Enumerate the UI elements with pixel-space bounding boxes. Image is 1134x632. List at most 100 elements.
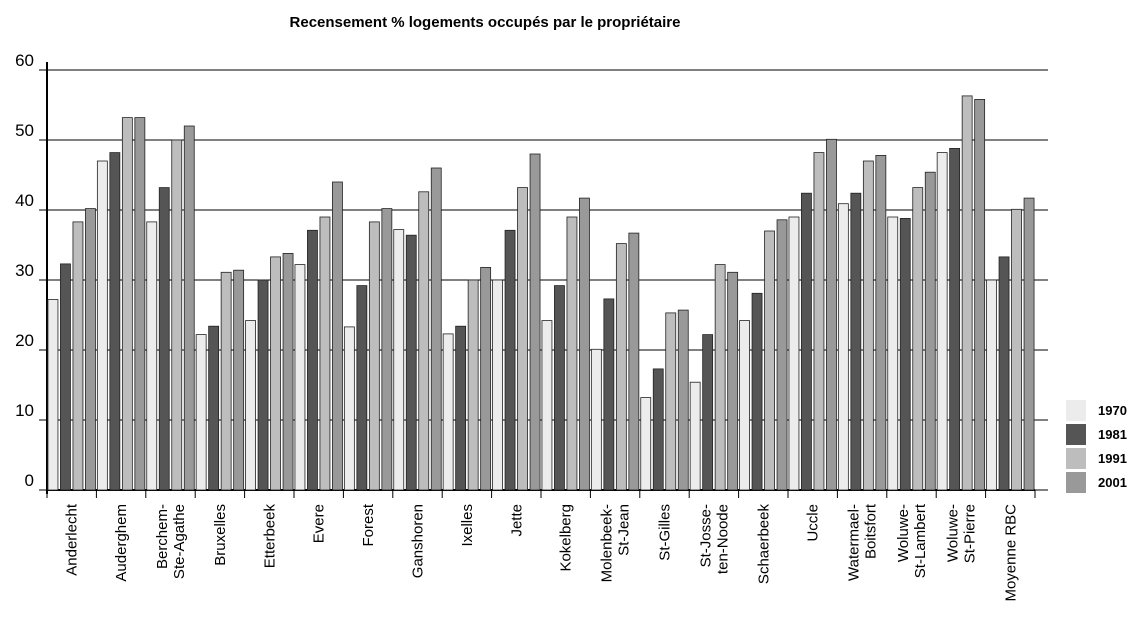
bar — [442, 333, 454, 491]
x-tick-label: Berchem- — [154, 504, 171, 569]
bar — [405, 234, 417, 491]
x-tick-label: Schaerbeek — [755, 504, 772, 585]
bar — [541, 320, 553, 491]
bar — [590, 348, 602, 491]
x-tick-label: Watermael- — [846, 504, 863, 581]
x-tick-label: St-Jean — [616, 504, 633, 556]
bar — [1011, 208, 1022, 491]
x-tick-label: Uccle — [805, 504, 822, 542]
bar — [652, 368, 664, 491]
bar — [862, 160, 874, 491]
bar — [109, 152, 121, 491]
x-tick-label: ten-Noode — [714, 504, 731, 574]
x-tick-label: Anderlecht — [64, 503, 81, 576]
bar — [788, 216, 800, 491]
legend-swatch — [1066, 400, 1086, 421]
bar — [455, 325, 467, 491]
x-tick-label: St-Gilles — [657, 504, 674, 561]
bar — [628, 232, 640, 491]
bar — [702, 334, 714, 491]
bar — [875, 154, 887, 491]
bar — [319, 216, 331, 491]
x-tick-label: Bruxelles — [212, 504, 229, 566]
bar — [332, 181, 343, 491]
bar — [640, 397, 652, 491]
legend-swatch — [1066, 424, 1086, 445]
bar — [343, 326, 355, 491]
bar — [492, 279, 503, 491]
bar — [146, 221, 158, 491]
bar — [517, 187, 528, 491]
x-tick-label: Etterbeek — [261, 504, 278, 569]
bar — [158, 187, 170, 491]
bar — [418, 191, 430, 491]
bar — [233, 269, 245, 491]
bar — [751, 292, 763, 491]
x-tick-label: Ganshoren — [410, 504, 427, 578]
x-tick-label: Evere — [311, 504, 328, 543]
legend-label: 1991 — [1098, 451, 1127, 466]
bar — [270, 256, 281, 491]
bar — [356, 285, 368, 491]
bar — [961, 95, 973, 491]
bar — [85, 208, 96, 491]
bar — [837, 203, 849, 491]
legend-label: 1981 — [1098, 427, 1127, 442]
bar — [924, 171, 936, 491]
bar — [96, 160, 108, 491]
bar — [220, 271, 232, 491]
y-tick-label: 10 — [15, 401, 34, 420]
bar — [579, 197, 590, 491]
chart-title: Recensement % logements occupés par le p… — [290, 14, 681, 31]
bar — [307, 229, 318, 491]
bar — [986, 279, 997, 491]
bar — [974, 99, 986, 491]
x-tick-label: Ixelles — [459, 504, 476, 547]
bar — [368, 221, 380, 491]
bar — [183, 125, 195, 491]
x-tick-label: Kokelberg — [558, 504, 575, 572]
x-tick-label: Auderghem — [113, 504, 130, 582]
bar — [764, 230, 775, 491]
x-tick-label: Jette — [508, 504, 525, 537]
x-tick-label: Forest — [360, 503, 377, 546]
bar — [603, 298, 615, 491]
bar — [208, 325, 220, 491]
bar — [121, 117, 133, 491]
bar — [60, 263, 71, 491]
bar — [949, 147, 961, 491]
x-tick-label: Moyenne RBC — [1002, 504, 1019, 602]
bar — [72, 221, 84, 491]
bar — [195, 334, 207, 491]
bar — [171, 139, 183, 491]
bar — [1023, 197, 1035, 491]
bar — [850, 192, 862, 491]
y-tick-label: 50 — [15, 121, 34, 140]
bar — [912, 187, 924, 491]
bar — [677, 309, 689, 491]
y-tick-label: 60 — [15, 51, 34, 70]
bar — [134, 117, 146, 491]
bar — [887, 216, 899, 491]
bar — [294, 264, 306, 491]
x-tick-label: Woluwe- — [895, 504, 912, 562]
bar — [566, 216, 578, 491]
bar — [826, 138, 837, 491]
y-tick-label: 30 — [15, 261, 34, 280]
bar — [801, 192, 812, 491]
bar — [615, 243, 627, 491]
bar — [393, 229, 405, 491]
bar — [727, 271, 739, 491]
bar — [529, 153, 541, 491]
bar — [257, 279, 269, 491]
bar — [554, 285, 565, 491]
y-tick-label: 40 — [15, 191, 34, 210]
bar — [245, 320, 256, 491]
x-tick-label: St-Pierre — [961, 504, 978, 563]
bar — [776, 219, 788, 491]
bar — [282, 252, 294, 491]
bar — [689, 381, 701, 491]
bar — [899, 217, 911, 491]
bar — [665, 312, 677, 491]
